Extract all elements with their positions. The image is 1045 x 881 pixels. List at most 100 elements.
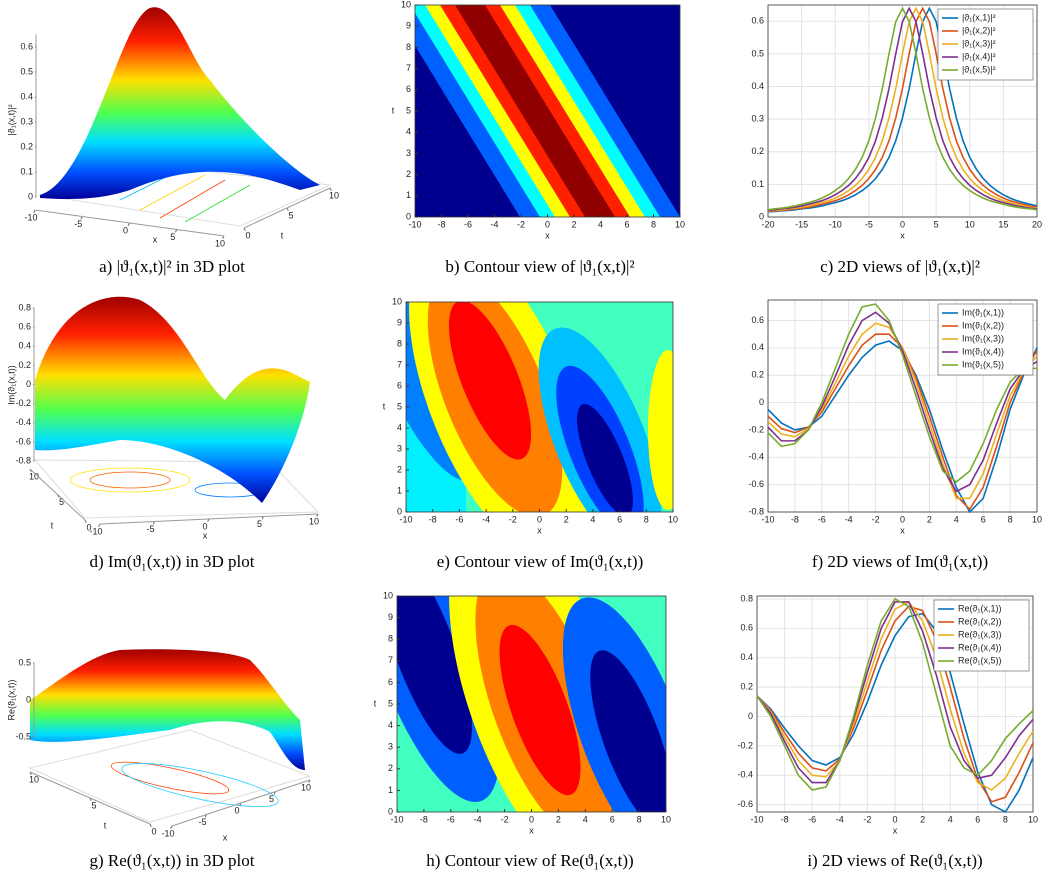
y-axis <box>243 187 331 229</box>
x-tick-label: 10 <box>1032 514 1042 524</box>
series-line <box>767 6 1038 211</box>
contour-b <box>415 5 680 217</box>
y-tick-label: -0.8 <box>748 506 764 516</box>
y-axis-label: t <box>281 230 284 240</box>
caption: i) 2D views of Re(ϑ₁(x,t)) <box>807 851 982 870</box>
x-tick-label: 0 <box>892 814 897 824</box>
x-tick-label: 2 <box>564 514 569 524</box>
tick-label: -0.6 <box>15 436 31 446</box>
x-tick-label: 10 <box>1028 814 1038 824</box>
y-tick-label: 0 <box>397 506 402 516</box>
x-tick-label: 15 <box>998 219 1008 229</box>
tick-label: 5 <box>257 519 262 529</box>
tick-label: -5 <box>74 219 82 229</box>
y-tick-label: 6 <box>397 380 402 390</box>
x-tick-label: 6 <box>610 814 615 824</box>
y-axis-label: t <box>374 698 377 708</box>
surface-a <box>38 7 332 227</box>
x-tick-label: 4 <box>948 814 953 824</box>
x-tick-label: -10 <box>750 814 763 824</box>
x-axis <box>34 209 225 237</box>
tick-label: 5 <box>59 497 64 507</box>
x-tick-label: -10 <box>829 219 842 229</box>
tick-label: 5 <box>288 210 293 220</box>
y-tick-label: 2 <box>388 763 393 773</box>
y-tick-label: -0.2 <box>737 740 753 750</box>
y-tick-label: 8 <box>406 42 411 52</box>
y-tick-label: 10 <box>401 0 411 9</box>
y-tick-label: 5 <box>406 105 411 115</box>
tick-label: 0.4 <box>18 341 31 351</box>
x-tick-label: 10 <box>668 514 678 524</box>
series-line <box>767 6 1038 213</box>
x-tick-label: 10 <box>675 219 685 229</box>
legend-label: Im(ϑ₁(x,4)) <box>962 346 1004 356</box>
y-tick-label: -0.4 <box>737 770 753 780</box>
tick-label: 0.5 <box>18 657 31 667</box>
x-axis-label: x <box>153 234 158 244</box>
tick-label: 0 <box>86 522 91 532</box>
y-tick-label: 0 <box>388 806 393 816</box>
x-axis-label: x <box>223 832 228 842</box>
y-axis-label: t <box>392 105 395 115</box>
tick-label: 0 <box>28 191 33 201</box>
legend-label: |ϑ₁(x,5)|² <box>962 64 996 74</box>
z-axis-label: Re(ϑ₁(x,t)) <box>6 680 16 721</box>
x-tick-label: 8 <box>651 219 656 229</box>
z-axis-label: |ϑ₁(x,t)|² <box>6 104 16 135</box>
y-tick-label: 9 <box>388 612 393 622</box>
tick-label: 10 <box>329 190 339 200</box>
tick-label: 10 <box>29 471 39 481</box>
caption: d) Im(ϑ₁(x,t)) in 3D plot <box>90 552 255 571</box>
y-tick-label: 2 <box>406 169 411 179</box>
x-axis-label: x <box>203 530 208 540</box>
series-line <box>756 597 1034 791</box>
y-tick-label: 3 <box>397 443 402 453</box>
y-tick-label: -0.2 <box>748 424 764 434</box>
x-tick-label: -10 <box>761 514 774 524</box>
x-tick-label: -6 <box>808 814 816 824</box>
x-tick-label: -10 <box>390 814 403 824</box>
tick-label: 0.3 <box>20 116 33 126</box>
y-tick-label: 1 <box>397 485 402 495</box>
tick-label: 0 <box>245 230 250 240</box>
series-line <box>767 303 1037 483</box>
x-tick-label: -4 <box>482 514 490 524</box>
tick-label: 0.8 <box>18 302 31 312</box>
x-tick-label: 4 <box>954 514 959 524</box>
x-axis-label: x <box>900 525 905 535</box>
y-tick-label: 0 <box>759 211 764 221</box>
z-axis-label: Im(ϑ₁(x,t)) <box>6 365 16 404</box>
x-tick-label: 10 <box>661 814 671 824</box>
tick-label: 0.4 <box>20 91 33 101</box>
legend-label: Im(ϑ₁(x,3)) <box>962 333 1004 343</box>
x-tick-label: 4 <box>583 814 588 824</box>
x-tick-label: 6 <box>617 514 622 524</box>
tick-mark <box>33 209 36 213</box>
y-tick-label: 0.2 <box>740 681 753 691</box>
tick-label: 0.2 <box>20 141 33 151</box>
caption: b) Contour view of |ϑ₁(x,t)|² <box>445 257 634 276</box>
x-tick-label: 8 <box>1003 814 1008 824</box>
x-tick-label: 6 <box>624 219 629 229</box>
x-axis-label: x <box>545 230 550 240</box>
legend-label: Re(ϑ₁(x,1)) <box>958 603 1001 613</box>
x-tick-label: 6 <box>981 514 986 524</box>
tick-label: 0 <box>234 805 239 815</box>
x-axis-label: x <box>900 230 905 240</box>
tick-mark <box>170 825 173 829</box>
x-tick-label: 2 <box>571 219 576 229</box>
tick-label: 0 <box>151 826 156 836</box>
caption: f) 2D views of Im(ϑ₁(x,t)) <box>812 552 988 571</box>
y-tick-label: 1 <box>388 785 393 795</box>
y-tick-label: 0.6 <box>751 16 764 26</box>
tick-label: 0.6 <box>20 41 33 51</box>
axes-box <box>756 595 1034 813</box>
y-axis-label: t <box>51 520 54 530</box>
y-tick-label: 4 <box>388 720 393 730</box>
y-tick-label: 10 <box>383 590 393 600</box>
tick-label: -10 <box>89 526 102 536</box>
y-tick-label: 0.2 <box>751 146 764 156</box>
